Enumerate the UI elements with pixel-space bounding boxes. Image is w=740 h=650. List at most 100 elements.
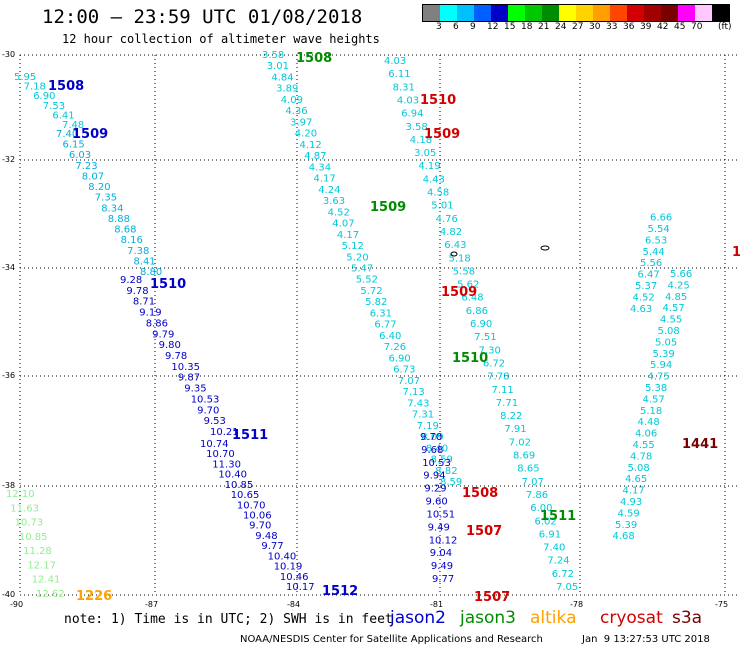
wave-height-value: 7.19 (417, 421, 439, 432)
color-swatch (525, 5, 542, 21)
wave-height-value: 4.17 (623, 486, 645, 497)
wave-height-value: 7.51 (474, 332, 496, 343)
wave-height-value: 9.78 (165, 351, 187, 362)
wave-height-value: 4.09 (281, 95, 303, 106)
wave-height-value: 7.71 (496, 398, 518, 409)
wave-height-value: 10.51 (427, 510, 456, 521)
wave-height-value: 9.68 (421, 445, 443, 456)
wave-height-value: 7.05 (556, 582, 578, 593)
wave-height-value: 7.35 (95, 193, 117, 204)
wave-height-value: 5.18 (640, 406, 662, 417)
wave-height-value: 4.93 (620, 497, 642, 508)
longitude-label: -75 (715, 600, 729, 609)
pass-time-label: 1510 (452, 351, 488, 366)
wave-height-value: 7.26 (384, 342, 406, 353)
color-scale-label: 33 (606, 22, 618, 32)
pass-time-label: 1507 (466, 524, 502, 539)
wave-height-value: 10.85 (225, 480, 254, 491)
wave-height-value: 7.40 (56, 129, 78, 140)
color-scale-bar (422, 4, 730, 22)
wave-height-value: 9.77 (432, 574, 454, 585)
wave-height-value: 8.80 (140, 267, 162, 278)
wave-height-value: 7.43 (407, 398, 429, 409)
wave-height-value: 5.12 (342, 241, 364, 252)
wave-height-value: 7.24 (547, 556, 569, 567)
wave-height-value: 3.58 (262, 50, 284, 61)
footer-credit: NOAA/NESDIS Center for Satellite Applica… (240, 634, 543, 645)
wave-height-value: 6.11 (388, 69, 410, 80)
latitude-label: -32 (2, 155, 16, 164)
pass-time-label: 1511 (232, 428, 268, 443)
wave-height-value: 10.40 (218, 470, 247, 481)
color-scale-label: 9 (470, 22, 476, 32)
longitude-label: -90 (10, 600, 24, 609)
wave-height-value: 8.40 (426, 443, 448, 454)
wave-height-value: 6.72 (483, 358, 505, 369)
wave-height-value: 9.48 (255, 531, 277, 542)
wave-height-value: 10.73 (15, 518, 44, 529)
color-swatch (695, 5, 712, 21)
wave-height-value: 4.58 (427, 188, 449, 199)
wave-height-value: 7.13 (403, 387, 425, 398)
wave-height-value: 4.57 (663, 303, 685, 314)
wave-height-value: 8.88 (108, 214, 130, 225)
wave-height-value: 6.91 (539, 529, 561, 540)
wave-height-value: 5.58 (453, 266, 475, 277)
wave-height-value: 4.48 (638, 417, 660, 428)
wave-height-value: 5.18 (449, 253, 471, 264)
color-scale-label: 70 (691, 22, 703, 32)
pass-time-label: 1509 (441, 285, 477, 300)
color-scale-label: 24 (555, 22, 567, 32)
wave-height-value: 8.59 (431, 455, 453, 466)
wave-height-value: 9.70 (420, 432, 442, 443)
wave-height-value: 9.87 (178, 373, 200, 384)
wave-height-value: 6.53 (645, 235, 667, 246)
wave-height-value: 11.63 (10, 503, 39, 514)
color-scale-label: 6 (453, 22, 459, 32)
wave-height-value: 9.49 (428, 522, 450, 533)
wave-height-value: 9.78 (126, 286, 148, 297)
wave-height-value: 12.62 (36, 589, 65, 600)
wave-height-value: 7.48 (62, 120, 84, 131)
wave-height-value: 6.86 (466, 306, 488, 317)
wave-height-value: 4.59 (618, 508, 640, 519)
wave-height-value: 3.97 (290, 117, 312, 128)
color-swatch (576, 5, 593, 21)
wave-height-value: 8.71 (133, 297, 155, 308)
wave-height-value: 4.03 (397, 95, 419, 106)
wave-height-value: 5.44 (643, 247, 665, 258)
color-swatch (610, 5, 627, 21)
wave-height-value: 6.31 (370, 308, 392, 319)
latitude-label: -38 (2, 481, 16, 490)
color-swatch (644, 5, 661, 21)
wave-height-value: 7.53 (43, 101, 65, 112)
wave-height-value: 8.22 (500, 411, 522, 422)
color-scale-label: 18 (521, 22, 533, 32)
wave-height-value: 10.85 (19, 532, 48, 543)
wave-height-value: 6.72 (552, 569, 574, 580)
color-swatch (678, 5, 695, 21)
wave-height-value: 6.48 (461, 293, 483, 304)
wave-height-value: 4.78 (630, 451, 652, 462)
wave-height-value: 9.70 (249, 521, 271, 532)
wave-height-value: 4.76 (436, 214, 458, 225)
pass-time-label: 1508 (296, 51, 332, 66)
wave-height-value: 6.47 (638, 270, 660, 281)
wave-height-value: 8.20 (88, 182, 110, 193)
wave-height-value: 4.55 (633, 440, 655, 451)
wave-height-value: 6.43 (444, 240, 466, 251)
wave-height-value: 7.02 (509, 437, 531, 448)
wave-height-value: 4.85 (665, 292, 687, 303)
wave-height-value: 8.16 (121, 235, 143, 246)
wave-height-value: 5.47 (351, 264, 373, 275)
color-swatch (474, 5, 491, 21)
color-scale-label: 21 (538, 22, 550, 32)
wave-height-value: 6.15 (63, 140, 85, 151)
latitude-label: -40 (2, 590, 16, 599)
wave-height-value: 7.86 (526, 490, 548, 501)
wave-height-value: 9.29 (424, 484, 446, 495)
wave-height-value: 10.70 (237, 500, 266, 511)
pass-time-label: 1509 (370, 200, 406, 215)
island-outline (450, 251, 458, 257)
